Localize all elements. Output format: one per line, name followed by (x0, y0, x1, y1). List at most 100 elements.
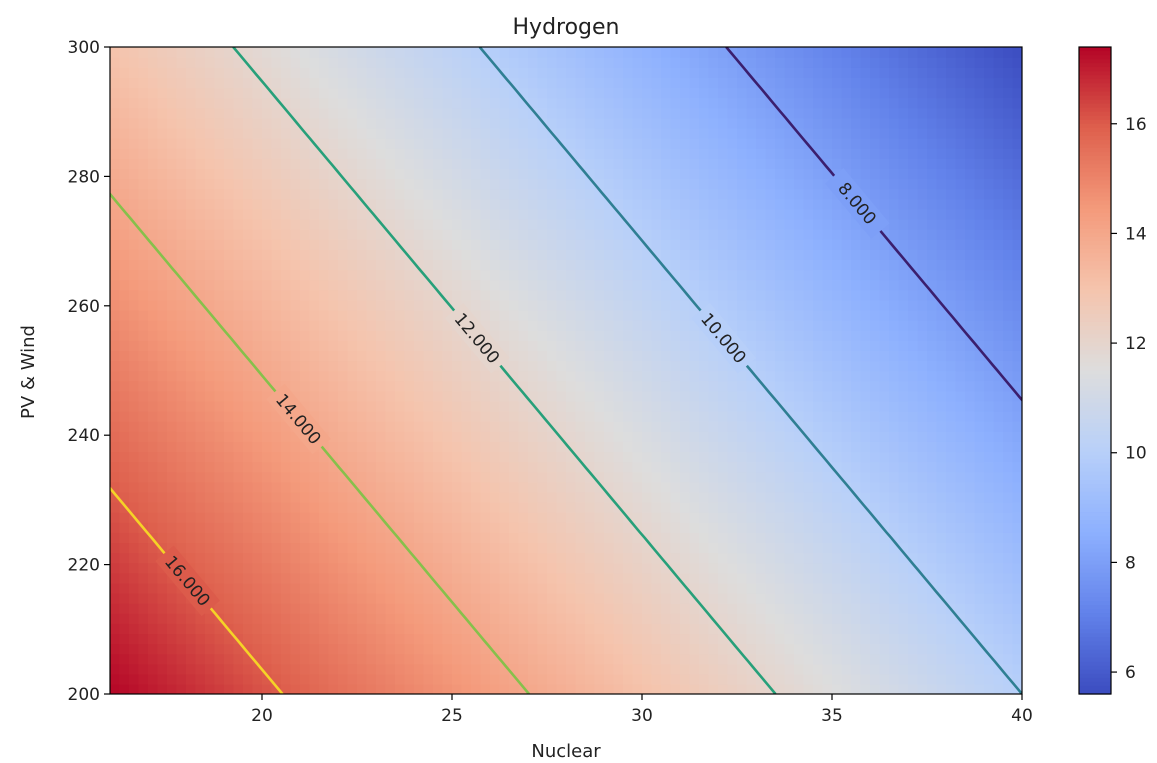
heatmap-cell (233, 603, 244, 614)
heatmap-cell (414, 451, 425, 463)
heatmap-cell (366, 299, 377, 311)
heatmap-cell (566, 653, 577, 665)
heatmap-cell (110, 137, 121, 149)
heatmap-cell (756, 168, 767, 180)
heatmap-cell (328, 653, 339, 665)
heatmap-cell (623, 431, 634, 442)
heatmap-cell (746, 279, 757, 291)
heatmap-cell (110, 592, 121, 604)
heatmap-cell (794, 77, 805, 89)
heatmap-cell (537, 643, 548, 655)
heatmap-cell (471, 117, 482, 129)
heatmap-cell (518, 673, 529, 685)
heatmap-cell (718, 249, 729, 260)
heatmap-cell (604, 299, 615, 311)
heatmap-cell (157, 603, 168, 614)
heatmap-cell (347, 330, 358, 341)
heatmap-cell (490, 592, 501, 604)
heatmap-cell (205, 653, 216, 665)
heatmap-cell (347, 148, 358, 159)
heatmap-cell (689, 613, 700, 624)
heatmap-cell (157, 421, 168, 432)
heatmap-cell (509, 663, 520, 675)
heatmap-cell (528, 501, 539, 513)
heatmap-cell (670, 340, 681, 351)
heatmap-cell (404, 471, 415, 483)
heatmap-cell (385, 158, 396, 170)
heatmap-cell (746, 542, 757, 554)
heatmap-cell (737, 421, 748, 432)
heatmap-cell (813, 137, 824, 149)
heatmap-cell (480, 481, 491, 493)
heatmap-cell (461, 643, 472, 655)
heatmap-cell (461, 67, 472, 79)
heatmap-cell (252, 421, 263, 432)
heatmap-cell (252, 441, 263, 453)
heatmap-cell (689, 178, 700, 190)
heatmap-cell (746, 77, 757, 89)
heatmap-cell (167, 67, 178, 79)
heatmap-cell (205, 137, 216, 149)
heatmap-cell (148, 269, 159, 281)
heatmap-cell (167, 178, 178, 190)
heatmap-cell (195, 481, 206, 493)
heatmap-cell (841, 67, 852, 79)
heatmap-cell (366, 491, 377, 503)
heatmap-cell (737, 431, 748, 442)
heatmap-cell (756, 481, 767, 493)
heatmap-cell (423, 340, 434, 351)
heatmap-cell (661, 198, 672, 210)
heatmap-cell (281, 572, 292, 584)
heatmap-cell (775, 289, 786, 301)
heatmap-cell (290, 360, 301, 372)
heatmap-cell (699, 653, 710, 665)
heatmap-cell (803, 319, 814, 331)
heatmap-cell (281, 552, 292, 564)
heatmap-cell (680, 572, 691, 584)
heatmap-cell (822, 360, 833, 372)
heatmap-cell (300, 592, 311, 604)
heatmap-cell (718, 259, 729, 271)
heatmap-cell (138, 117, 149, 129)
heatmap-cell (385, 501, 396, 513)
heatmap-cell (566, 410, 577, 422)
heatmap-cell (537, 491, 548, 503)
heatmap-cell (803, 249, 814, 260)
heatmap-cell (243, 269, 254, 281)
heatmap-cell (157, 299, 168, 311)
heatmap-cell (623, 249, 634, 260)
heatmap-cell (148, 57, 159, 68)
heatmap-cell (727, 592, 738, 604)
heatmap-cell (395, 542, 406, 554)
heatmap-cell (756, 77, 767, 89)
heatmap-cell (528, 360, 539, 372)
heatmap-cell (490, 491, 501, 503)
heatmap-cell (309, 360, 320, 372)
heatmap-cell (585, 431, 596, 442)
heatmap-cell (195, 461, 206, 473)
heatmap-cell (642, 360, 653, 372)
heatmap-cell (157, 168, 168, 180)
heatmap-cell (642, 491, 653, 503)
heatmap-cell (756, 501, 767, 513)
heatmap-cell (556, 218, 567, 230)
heatmap-cell (594, 309, 605, 321)
heatmap-cell (442, 441, 453, 453)
heatmap-cell (290, 47, 301, 58)
heatmap-cell (338, 269, 349, 281)
heatmap-cell (233, 97, 244, 109)
heatmap-cell (271, 107, 282, 119)
heatmap-cell (176, 451, 187, 463)
heatmap-cell (708, 279, 719, 291)
heatmap-cell (309, 532, 320, 544)
heatmap-cell (794, 57, 805, 68)
heatmap-cell (623, 158, 634, 170)
heatmap-cell (651, 57, 662, 68)
heatmap-cell (547, 522, 558, 533)
heatmap-cell (110, 289, 121, 301)
heatmap-cell (537, 87, 548, 99)
heatmap-cell (547, 198, 558, 210)
heatmap-cell (167, 400, 178, 412)
heatmap-cell (271, 87, 282, 99)
heatmap-cell (357, 218, 368, 230)
